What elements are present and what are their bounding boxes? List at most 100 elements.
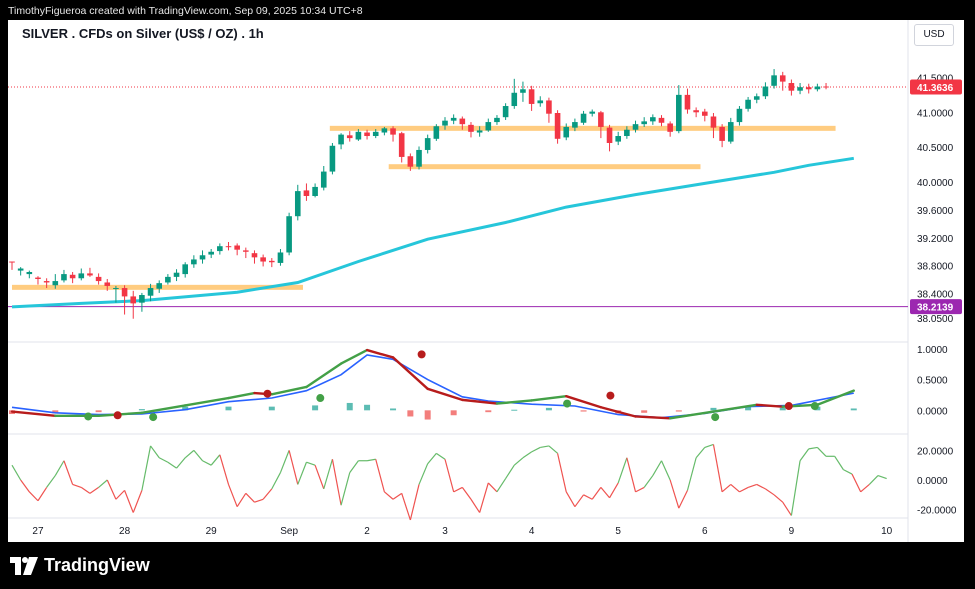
candle-body — [762, 86, 769, 97]
candle-body — [9, 261, 15, 263]
candle — [225, 242, 232, 251]
candle — [580, 110, 587, 125]
cross-marker — [810, 402, 819, 411]
brand-name: TradingView — [44, 555, 150, 575]
candle-body — [702, 111, 708, 116]
momentum-segment — [609, 482, 619, 499]
wave-slow-segment — [10, 410, 57, 418]
candle-body — [468, 124, 474, 132]
momentum-segment — [730, 483, 740, 493]
candle — [43, 278, 50, 289]
candle — [459, 116, 466, 130]
momentum-segment — [565, 491, 576, 507]
candle-body — [372, 131, 379, 137]
candle — [381, 126, 388, 136]
zone-layer — [8, 86, 908, 308]
candle — [554, 110, 561, 144]
chart-title: SILVER . CFDs on Silver (US$ / OZ) . 1h — [22, 26, 264, 41]
candle-body — [173, 272, 180, 277]
candle-body — [641, 121, 647, 125]
momentum-segment — [860, 483, 870, 493]
candle-body — [294, 191, 301, 217]
candle-body — [78, 273, 85, 279]
candle — [433, 124, 440, 141]
candle-body — [459, 118, 466, 125]
candle — [398, 131, 405, 163]
momentum-segment — [80, 486, 91, 494]
candle-body — [745, 99, 751, 109]
momentum-segment — [470, 498, 481, 513]
candle — [355, 129, 362, 141]
momentum-segment — [279, 450, 290, 473]
candle — [269, 258, 275, 268]
candle-body — [286, 216, 292, 253]
momentum-segment — [141, 445, 152, 491]
momentum-tick-label: -20.0000 — [917, 506, 957, 517]
momentum-segment — [150, 445, 160, 459]
cross-marker — [84, 412, 93, 421]
cross-marker — [417, 350, 426, 359]
candle-body — [139, 295, 145, 303]
momentum-segment — [851, 473, 862, 493]
candle-body — [113, 288, 119, 290]
wave-tick-label: 0.5000 — [917, 376, 948, 387]
time-tick-label: 10 — [881, 526, 893, 537]
brand-footer[interactable]: TradingView — [10, 555, 150, 576]
attribution-text: TimothyFigueroa created with TradingView… — [8, 5, 363, 17]
momentum-segment — [314, 464, 325, 490]
chart-canvas[interactable]: 41.500041.000040.500040.000039.600039.20… — [8, 20, 964, 542]
candle-body — [364, 132, 370, 137]
chart-panel[interactable]: 41.5000 41.0000 40.5000 40.0000 39.6000 39.20… — [8, 20, 964, 542]
candle — [320, 166, 327, 191]
candle — [736, 106, 743, 126]
momentum-segment — [808, 446, 818, 450]
histogram-bar — [364, 404, 371, 411]
candle — [372, 129, 379, 139]
wave-slow-segment — [339, 348, 369, 365]
momentum-segment — [461, 487, 472, 500]
price-tick-label: 38.4000 — [917, 290, 954, 301]
candle — [251, 250, 258, 264]
momentum-segment — [574, 494, 585, 508]
price-badge-layer: 41.3636 38.2139 — [910, 79, 962, 315]
candle — [615, 131, 621, 146]
candle-body — [546, 100, 552, 114]
candle-body — [736, 108, 743, 123]
candle — [476, 126, 483, 137]
wave-slow-segment — [495, 399, 533, 405]
candle — [390, 126, 396, 142]
momentum-segment — [799, 448, 810, 462]
momentum-segment — [202, 460, 212, 466]
momentum-segment — [89, 486, 99, 494]
time-tick-label: 4 — [529, 526, 535, 537]
candle-body — [667, 123, 673, 132]
momentum-segment — [46, 475, 56, 488]
candle-body — [476, 130, 483, 133]
momentum-segment — [591, 487, 602, 500]
candle-body — [225, 246, 232, 248]
moving-average-layer — [11, 156, 855, 309]
histogram-bar — [511, 409, 518, 411]
last-price-text: 41.3636 — [917, 83, 954, 94]
candle-body — [615, 136, 621, 142]
candle — [494, 115, 500, 125]
momentum-segment — [678, 490, 689, 509]
histogram-bar — [182, 406, 189, 411]
wave-slow-segment — [140, 404, 187, 414]
candle — [563, 123, 570, 141]
candle — [52, 274, 59, 289]
price-tick-label: 40.5000 — [917, 143, 954, 154]
candle — [113, 285, 119, 303]
candle — [650, 114, 656, 125]
momentum-segment — [877, 474, 887, 480]
candle-body — [814, 86, 821, 90]
histogram-bar — [407, 410, 414, 417]
candle — [338, 133, 344, 150]
candle-body — [269, 260, 275, 263]
candle — [199, 250, 206, 264]
candle-body — [303, 190, 310, 196]
candle — [676, 85, 682, 134]
wave-slow-segment — [365, 348, 395, 359]
cross-marker — [563, 399, 572, 408]
currency-button[interactable]: USD — [914, 24, 954, 46]
